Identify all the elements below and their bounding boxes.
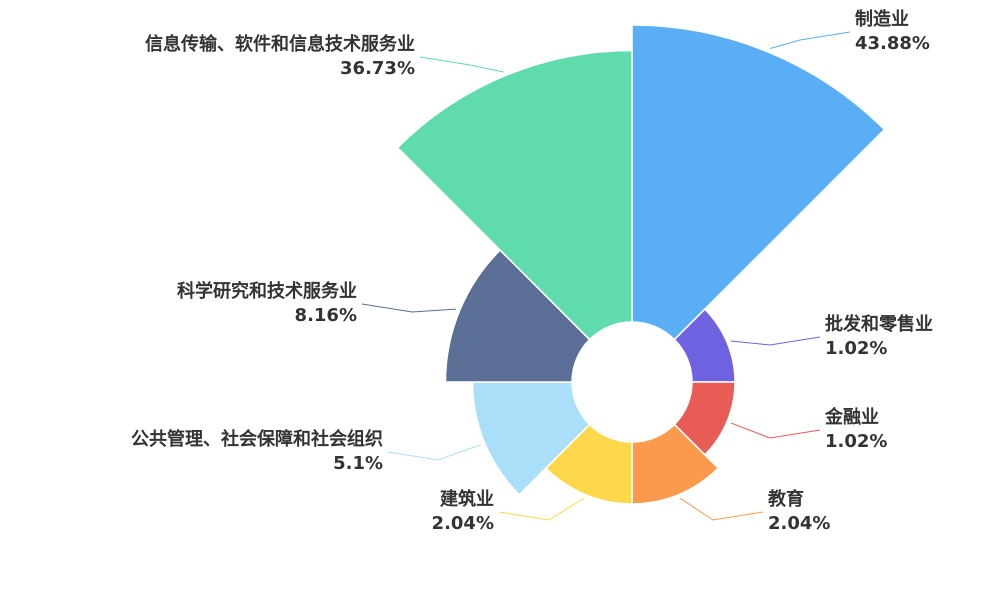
leader-line xyxy=(770,31,851,49)
slice-label: 批发和零售业 xyxy=(825,313,933,335)
slice-label: 教育 xyxy=(768,488,804,510)
slice-label: 公共管理、社会保障和社会组织 xyxy=(131,428,383,450)
rose-sector xyxy=(444,249,591,383)
slice-label: 信息传输、软件和信息技术服务业 xyxy=(145,33,415,55)
value-label: 8.16% xyxy=(295,305,357,326)
value-label: 43.88% xyxy=(855,33,930,54)
value-label: 36.73% xyxy=(340,58,415,79)
slice-label: 建筑业 xyxy=(440,488,494,510)
rose-sector xyxy=(631,423,720,505)
rose-sector xyxy=(631,24,886,341)
leader-line xyxy=(679,497,764,521)
rose-sector xyxy=(544,423,633,505)
value-label: 1.02% xyxy=(825,338,887,359)
value-label: 5.1% xyxy=(333,453,383,474)
slice-label: 科学研究和技术服务业 xyxy=(177,280,357,302)
value-label: 1.02% xyxy=(825,431,887,452)
slice-label: 金融业 xyxy=(824,406,879,428)
rose-sector xyxy=(396,49,633,341)
value-label: 2.04% xyxy=(768,513,830,534)
rose-sector xyxy=(471,381,591,496)
leader-line xyxy=(387,444,482,461)
value-label: 2.04% xyxy=(432,513,494,534)
leader-line xyxy=(419,56,504,73)
leader-line xyxy=(730,422,821,439)
leader-line xyxy=(361,303,456,313)
slice-label: 制造业 xyxy=(855,8,909,30)
leader-line xyxy=(498,497,585,521)
leader-line xyxy=(730,336,821,346)
